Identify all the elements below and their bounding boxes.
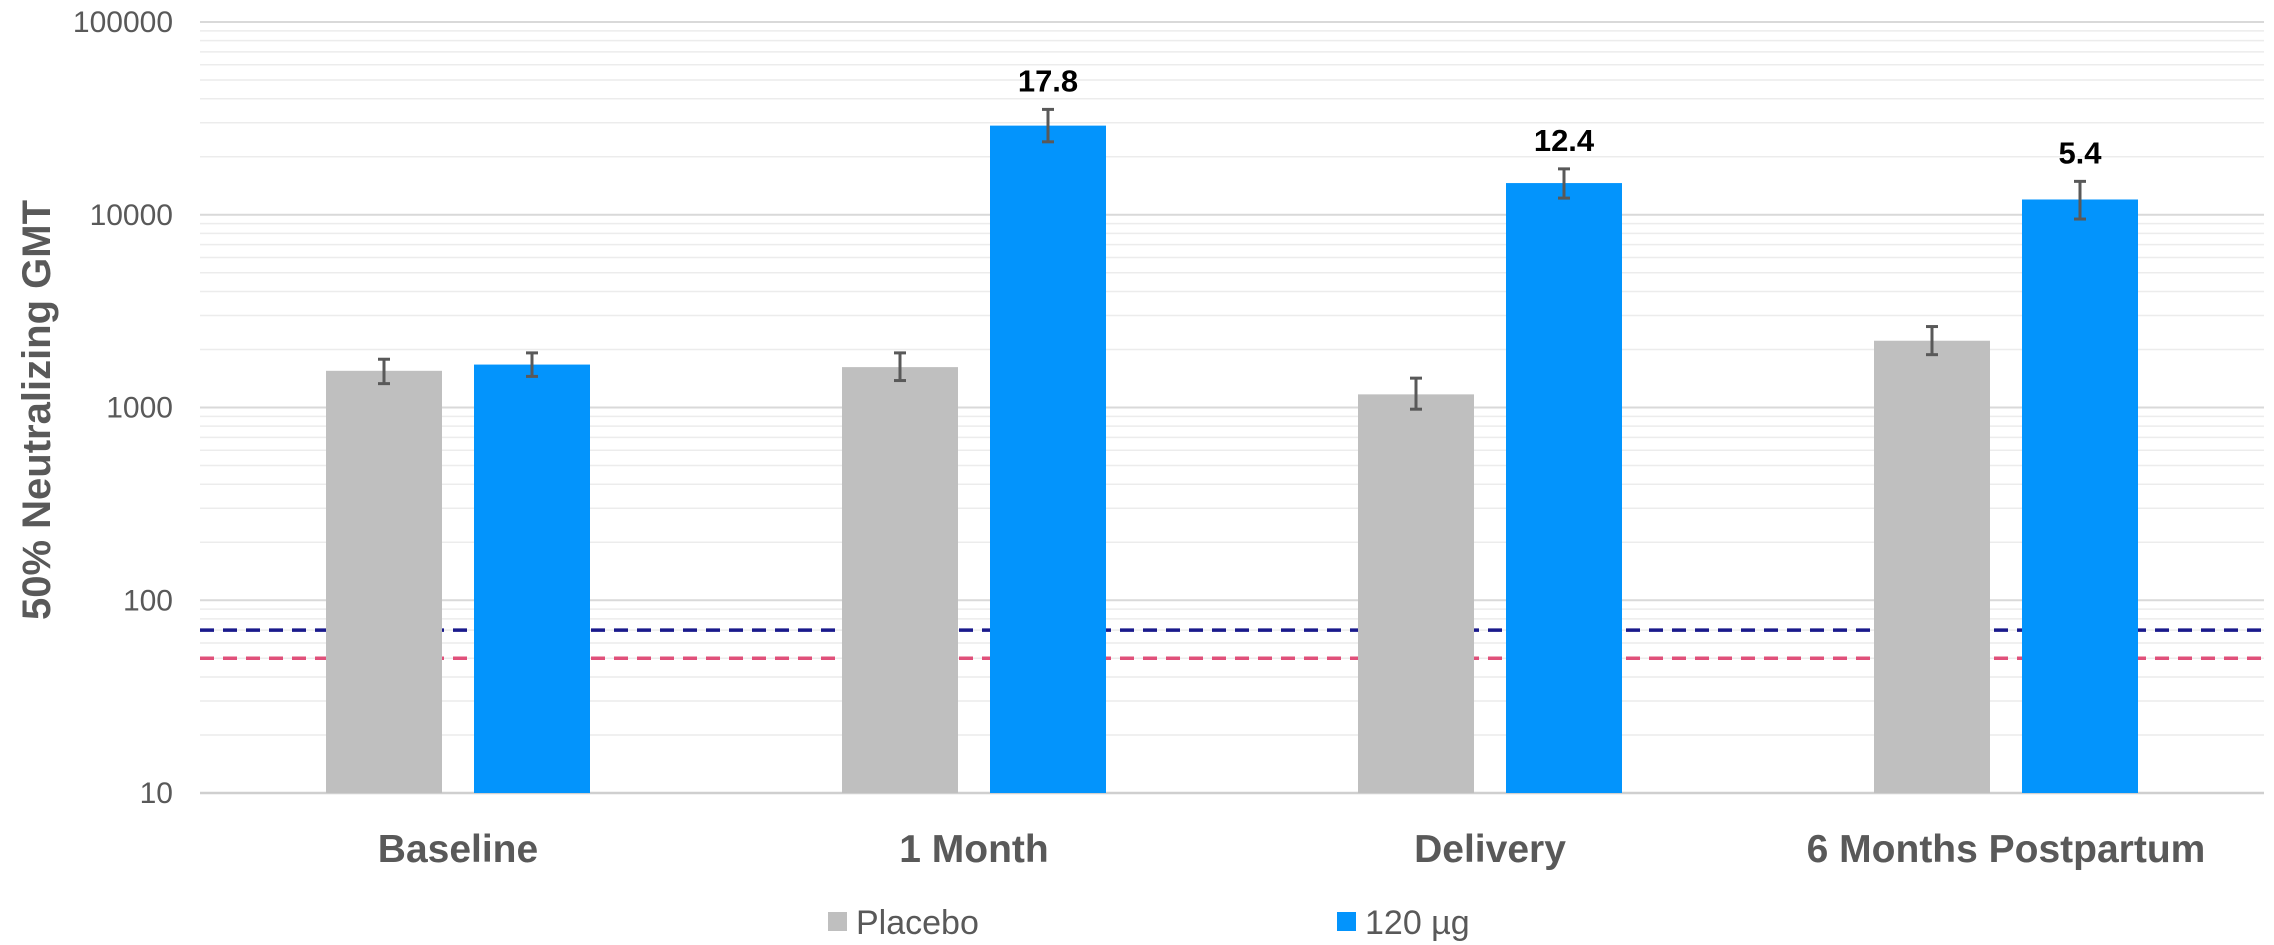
x-category-label: Baseline [378,828,538,871]
y-axis-label: 50% Neutralizing GMT [15,200,59,620]
bar-placebo-1-month [842,367,958,793]
bar-placebo-baseline [326,370,442,793]
legend: Placebo 120 µg [828,904,1470,942]
legend-swatch [828,912,847,931]
data-label: 12.4 [1534,123,1595,158]
bar-120-g-6-months-postpartum [2022,199,2138,794]
data-labels: 17.8 12.4 5.4 [1018,63,2102,170]
x-axis-categories: Baseline 1 Month Delivery 6 Months Postpart… [378,828,2206,871]
bar-120-g-baseline [474,364,590,793]
data-label: 17.8 [1018,63,1078,98]
legend-label: 120 µg [1365,904,1470,942]
bar-120-g-1-month [990,125,1106,793]
error-bar [1926,325,1938,357]
error-bar [2074,179,2086,221]
bar-120-g-delivery [1506,183,1622,793]
y-axis-ticks: 10 100 1000 10000 100000 [73,6,173,810]
x-category-label: 1 Month [899,828,1048,871]
error-bar [1558,167,1570,200]
error-bar [526,351,538,378]
data-label: 5.4 [2058,135,2102,170]
x-category-label: 6 Months Postpartum [1807,828,2206,871]
legend-label: Placebo [856,904,979,942]
y-tick-label: 1000 [106,392,173,425]
error-bar [1410,376,1422,411]
error-bar [894,351,906,383]
y-tick-label: 10000 [90,199,173,232]
legend-swatch [1337,912,1356,931]
x-category-label: Delivery [1414,828,1566,871]
y-tick-label: 100000 [73,6,173,39]
bar-placebo-delivery [1358,394,1474,793]
y-tick-label: 10 [140,777,173,810]
error-bar [1042,107,1054,144]
y-tick-label: 100 [123,584,173,617]
bar-placebo-6-months-postpartum [1874,340,1990,793]
error-bars [378,107,2086,411]
bars [326,125,2138,794]
error-bar [378,357,390,386]
